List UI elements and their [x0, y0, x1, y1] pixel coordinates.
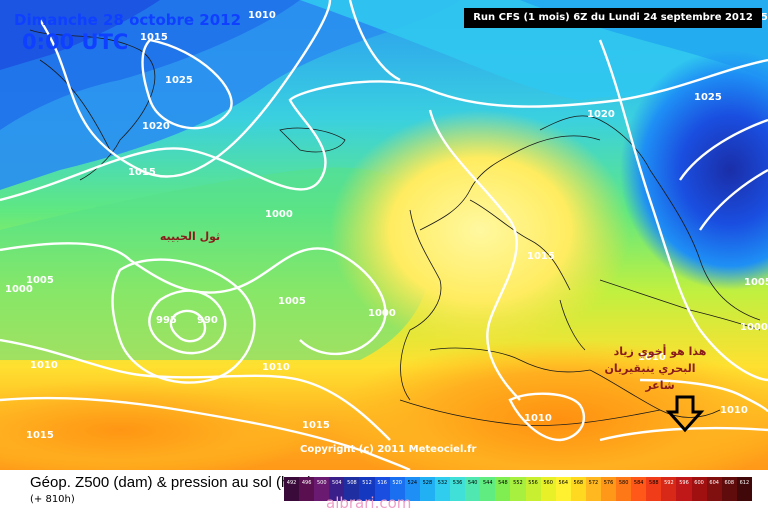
isobar-label: 1015	[302, 420, 330, 431]
isobar-label: 1000	[265, 209, 293, 220]
scale-cell-556: 556	[525, 477, 541, 501]
low-pressure-annotation: ثول الحبيبه	[160, 230, 220, 243]
forecast-lead-time: (+ 810h)	[30, 494, 75, 505]
isobar-label: 1025	[694, 92, 722, 103]
isobar-label: 1005	[744, 277, 768, 288]
scale-cell-588: 588	[646, 477, 662, 501]
isobar-label: 1015	[26, 430, 54, 441]
scale-cell-568: 568	[570, 477, 586, 501]
scale-cell-512: 512	[359, 477, 375, 501]
isobar-label: 1010	[720, 405, 748, 416]
ridge-europe	[330, 110, 630, 350]
isobar-label: 1015	[527, 251, 555, 262]
geopotential-map: 1010 1015 1025 1020 1015 1000 1005 1000 …	[0, 0, 768, 470]
scale-cell-608: 608	[721, 477, 737, 501]
isobar-label: 1020	[142, 121, 170, 132]
isobar-label: 1015	[140, 32, 168, 43]
isobar-label: 1010	[30, 360, 58, 371]
scale-cell-564: 564	[555, 477, 571, 501]
scale-cell-548: 548	[495, 477, 511, 501]
coastlines	[29, 29, 761, 427]
isobar-label: 990	[197, 315, 218, 326]
isobar-label: 1010	[248, 10, 276, 21]
isobar-label: 1010	[524, 413, 552, 424]
scale-cell-520: 520	[389, 477, 405, 501]
scale-cell-580: 580	[616, 477, 632, 501]
isobar-label: 1000	[740, 322, 768, 333]
scale-cell-524: 524	[404, 477, 420, 501]
scale-cell-612: 612	[736, 477, 752, 501]
scale-cell-596: 596	[676, 477, 692, 501]
isobar-label: 1015	[128, 167, 156, 178]
scale-cell-584: 584	[631, 477, 647, 501]
scale-cell-604: 604	[706, 477, 722, 501]
copyright-notice: Copyright (c) 2011 Meteociel.fr	[300, 444, 477, 455]
isobars	[0, 0, 768, 470]
scale-cell-532: 532	[434, 477, 451, 501]
isobar-label: 1010	[638, 352, 666, 363]
isobar-label: 1005	[26, 275, 54, 286]
scale-cell-560: 560	[540, 477, 556, 501]
warm-air-mediterranean	[330, 340, 768, 470]
scale-cell-544: 544	[480, 477, 496, 501]
scale-cell-572: 572	[585, 477, 601, 501]
scale-cell-500: 500	[314, 477, 330, 501]
isobar-label: 995	[156, 315, 177, 326]
east-annotation-line-3: شاعر	[644, 379, 674, 392]
isobar-label: 1005	[278, 296, 306, 307]
isobar-label: 1025	[165, 75, 193, 86]
isobar-label: 1010	[262, 362, 290, 373]
scale-cell-552: 552	[510, 477, 526, 501]
model-run-info: Run CFS (1 mois) 6Z du Lundi 24 septembr…	[464, 8, 762, 28]
cold-low-east	[620, 50, 768, 290]
isobar-label: 1000	[5, 284, 33, 295]
watermark: albrari.com	[326, 494, 412, 512]
east-annotation-line-2: البحري ينبقيريان	[604, 362, 695, 375]
color-scale-bar: 492 496 500 504 508 512 516 520 524 528 532 536 540 5…	[284, 477, 752, 501]
east-annotation-line-1: هذا هو أخوي زياد	[614, 344, 707, 358]
scale-cell-536: 536	[450, 477, 466, 501]
forecast-time: 0:00 UTC	[22, 30, 129, 54]
scale-cell-516: 516	[374, 477, 390, 501]
scale-cell-496: 496	[299, 477, 315, 501]
scale-cell-592: 592	[661, 477, 677, 501]
isobar-label: 1020	[587, 109, 615, 120]
scale-cell-576: 576	[600, 477, 617, 501]
down-arrow-icon	[665, 395, 705, 433]
scale-cell-600: 600	[691, 477, 707, 501]
scale-cell-540: 540	[465, 477, 481, 501]
scale-cell-508: 508	[344, 477, 360, 501]
scale-cell-528: 528	[419, 477, 435, 501]
forecast-date: Dimanche 28 octobre 2012	[14, 11, 242, 29]
scale-cell-492: 492	[284, 477, 300, 501]
legend-title: Géop. Z500 (dam) & pression au sol (hPa)	[30, 474, 313, 491]
isobar-label: 1000	[368, 308, 396, 319]
scale-cell-504: 504	[329, 477, 345, 501]
isobar-labels: 1010 1015 1025 1020 1015 1000 1005 1000 …	[5, 10, 768, 441]
